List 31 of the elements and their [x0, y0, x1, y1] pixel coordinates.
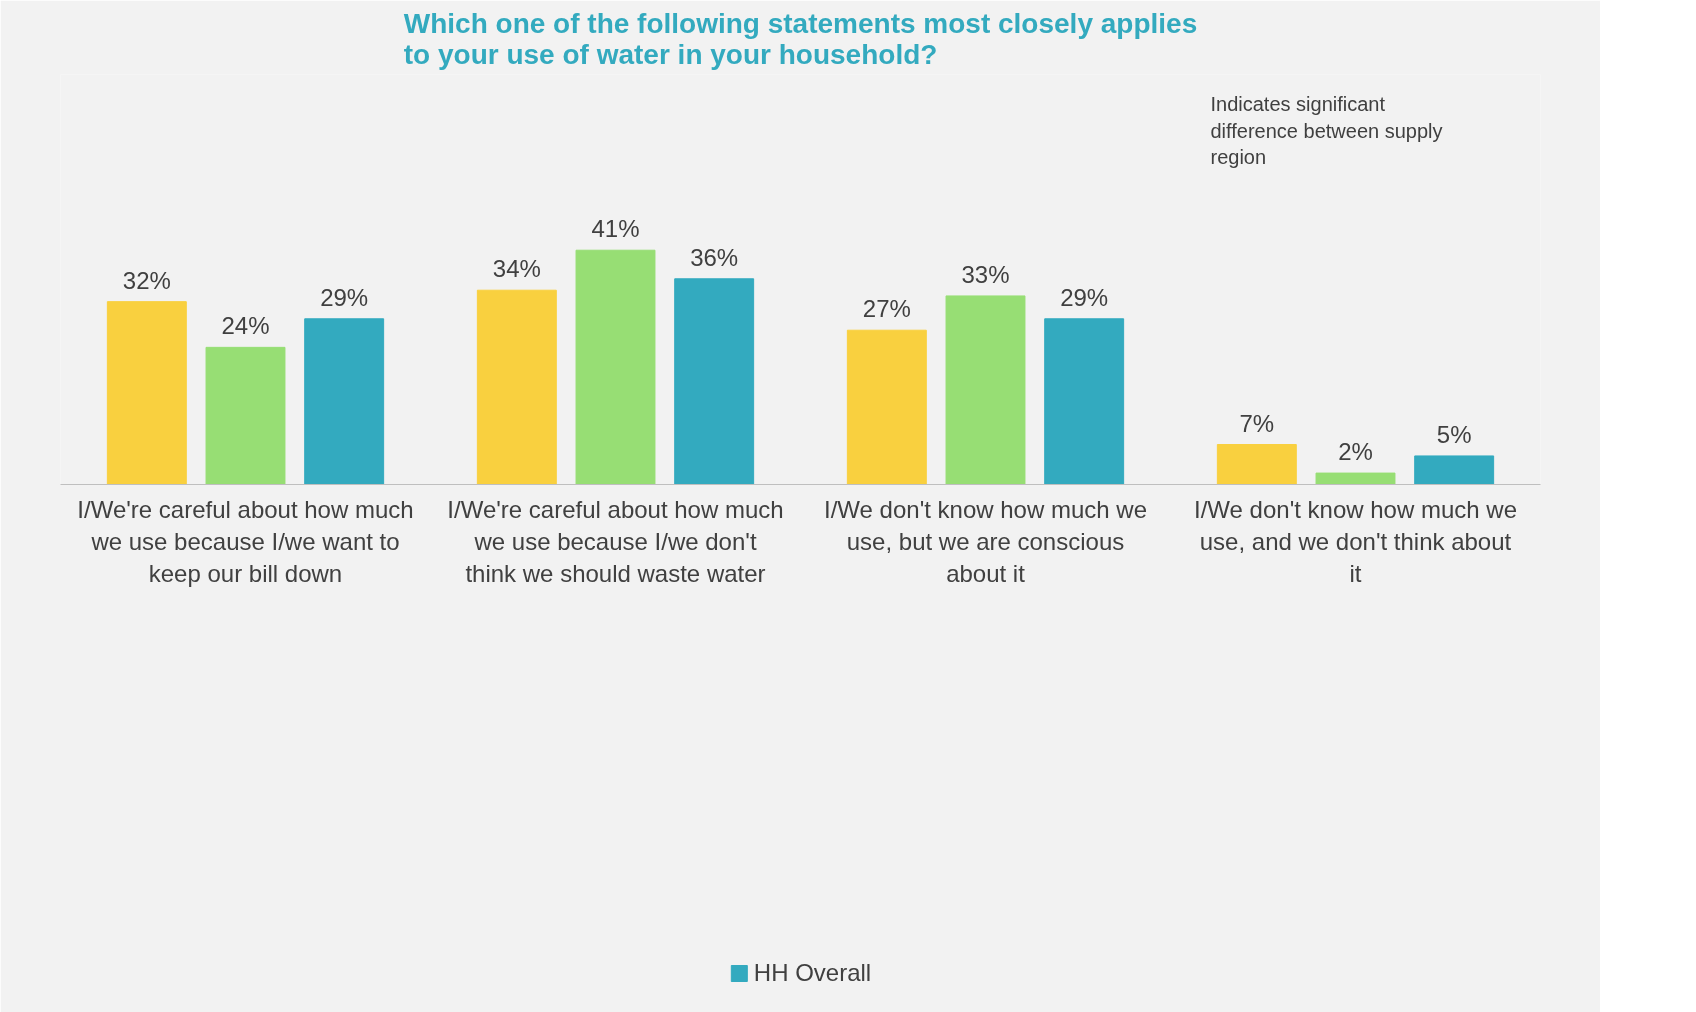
bar: [205, 346, 286, 485]
data-label: 24%: [221, 312, 270, 340]
bar: [945, 295, 1026, 485]
text: Indicates significant difference between supply region: [1210, 93, 1443, 169]
data-label: 7%: [1239, 409, 1275, 437]
bar: [1044, 318, 1125, 485]
bar: [304, 318, 385, 485]
data-label: 34%: [492, 255, 541, 283]
legend-label: HH Overall: [753, 959, 872, 987]
x-tick-label: I/We're careful about how much we use because I/we want to keep our bill down: [77, 495, 414, 588]
bar: [575, 249, 656, 485]
data-label: 29%: [1060, 283, 1109, 311]
x-tick-label: I/We don't know how much we use, but we are conscious about it: [824, 495, 1147, 588]
data-label: 32%: [122, 266, 171, 294]
x-tick-label: I/We don't know how much we use, and we don't think about it: [1194, 495, 1517, 588]
data-label: 27%: [862, 295, 911, 323]
bar: [674, 278, 755, 485]
data-label: 41%: [591, 215, 640, 243]
bar: [1216, 444, 1297, 485]
data-label: 5%: [1436, 420, 1472, 448]
bar: [1414, 455, 1495, 485]
data-label: 33%: [961, 260, 1010, 288]
bar: [106, 301, 187, 485]
data-label: 2%: [1338, 438, 1373, 466]
bar: [846, 329, 927, 485]
x-tick-label: I/We're careful about how much we use because I/we don't think we should waste water: [447, 495, 784, 588]
bar: [476, 289, 557, 485]
chart-title: Which one of the following statements most closely applies to your use of water in your household?: [403, 7, 1198, 70]
bar: [1315, 472, 1396, 485]
data-label: 29%: [320, 283, 369, 311]
data-label: 36%: [690, 243, 739, 271]
